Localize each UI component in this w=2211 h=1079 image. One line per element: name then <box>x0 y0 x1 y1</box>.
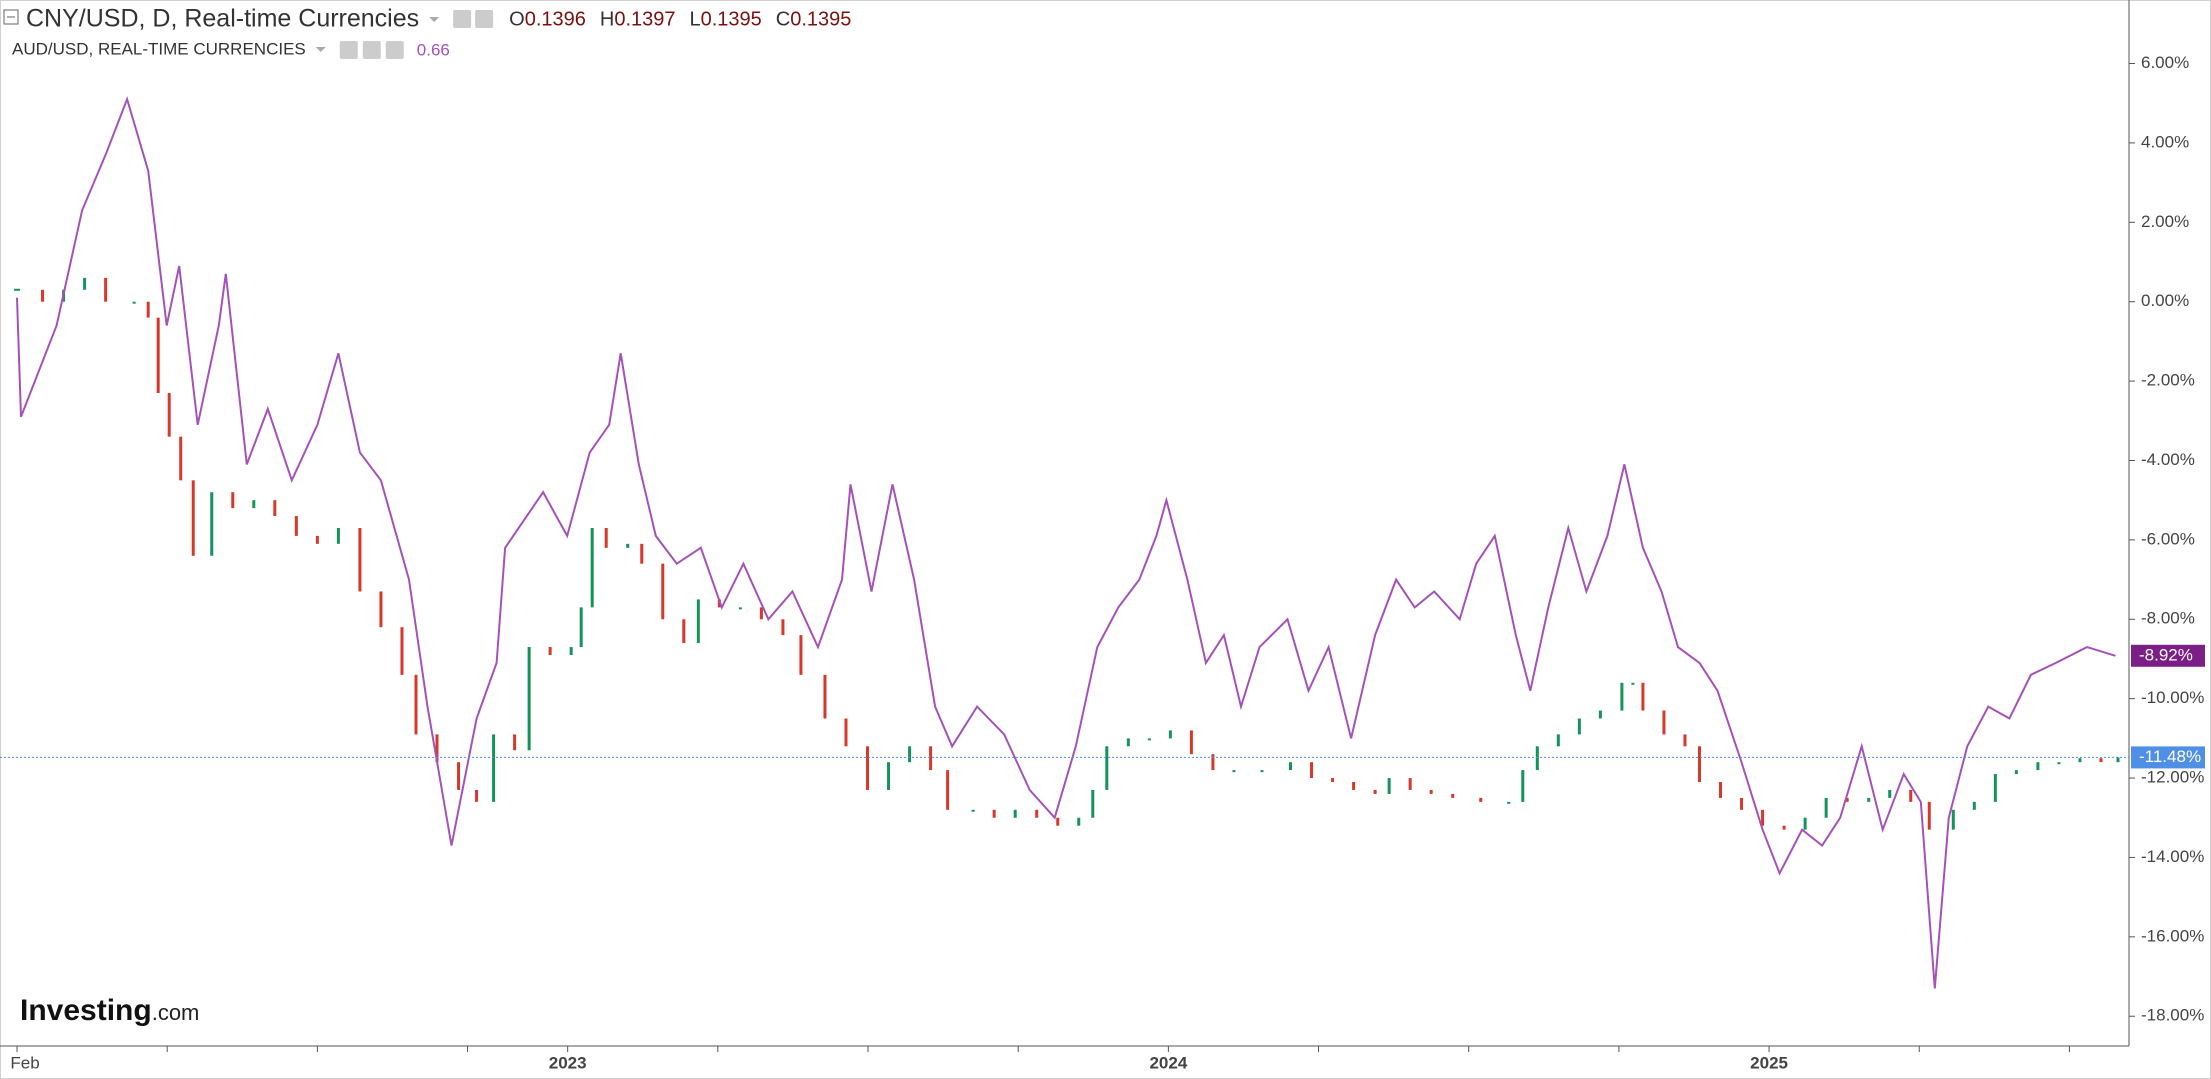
y-tick-label: -12.00% <box>2141 768 2204 787</box>
y-tick-label: -16.00% <box>2141 926 2204 945</box>
ohlc-value: 0.1396 <box>525 8 586 30</box>
y-tick-label: -14.00% <box>2141 847 2204 866</box>
y-tick-label: 6.00% <box>2141 53 2189 72</box>
y-tick-label: -18.00% <box>2141 1006 2204 1025</box>
dropdown-arrow <box>315 47 326 52</box>
ohlc-label: H <box>600 8 614 30</box>
close-icon <box>385 41 404 59</box>
gear-icon <box>475 10 494 28</box>
x-tick-label: 2025 <box>1750 1053 1788 1072</box>
last-value-box <box>2131 644 2205 667</box>
last-value-box <box>2131 746 2205 769</box>
logo: Investing .com <box>20 994 199 1027</box>
ohlc-value: 0.1397 <box>614 8 675 30</box>
x-tick-label: 2024 <box>1149 1053 1187 1072</box>
settings-icon <box>453 10 472 28</box>
series-title: AUD/USD, REAL-TIME CURRENCIES <box>12 39 306 58</box>
x-tick-label: 2023 <box>549 1053 587 1072</box>
logo-suffix: .com <box>152 1000 200 1025</box>
legend-value: 0.66 <box>417 40 450 59</box>
y-tick-label: -2.00% <box>2141 371 2195 390</box>
logo-brand: Investing <box>20 994 152 1027</box>
ohlc-label: O <box>509 8 525 30</box>
y-tick-label: 2.00% <box>2141 212 2189 231</box>
y-tick-label: -8.00% <box>2141 609 2195 628</box>
y-tick-label: -4.00% <box>2141 450 2195 469</box>
last-value-label: -8.92% <box>2139 645 2193 664</box>
ohlc-value: 0.1395 <box>701 8 762 30</box>
series-line <box>16 96 2116 989</box>
ohlc-value: 0.1395 <box>790 8 851 30</box>
y-tick-label: 4.00% <box>2141 132 2189 151</box>
dropdown-arrow <box>429 17 440 22</box>
y-tick-label: 0.00% <box>2141 291 2189 310</box>
series-title: CNY/USD, D, Real-time Currencies <box>26 5 419 33</box>
last-value-label: -11.48% <box>2139 747 2201 766</box>
y-tick-label: -10.00% <box>2141 688 2204 707</box>
x-tick-label: Feb <box>10 1053 39 1072</box>
y-tick-label: -6.00% <box>2141 529 2195 548</box>
ohlc-label: L <box>690 8 701 30</box>
ohlc-label: C <box>776 8 790 30</box>
visibility-icon <box>339 41 358 59</box>
gear-icon <box>362 41 381 59</box>
collapse-icon[interactable] <box>3 9 19 25</box>
